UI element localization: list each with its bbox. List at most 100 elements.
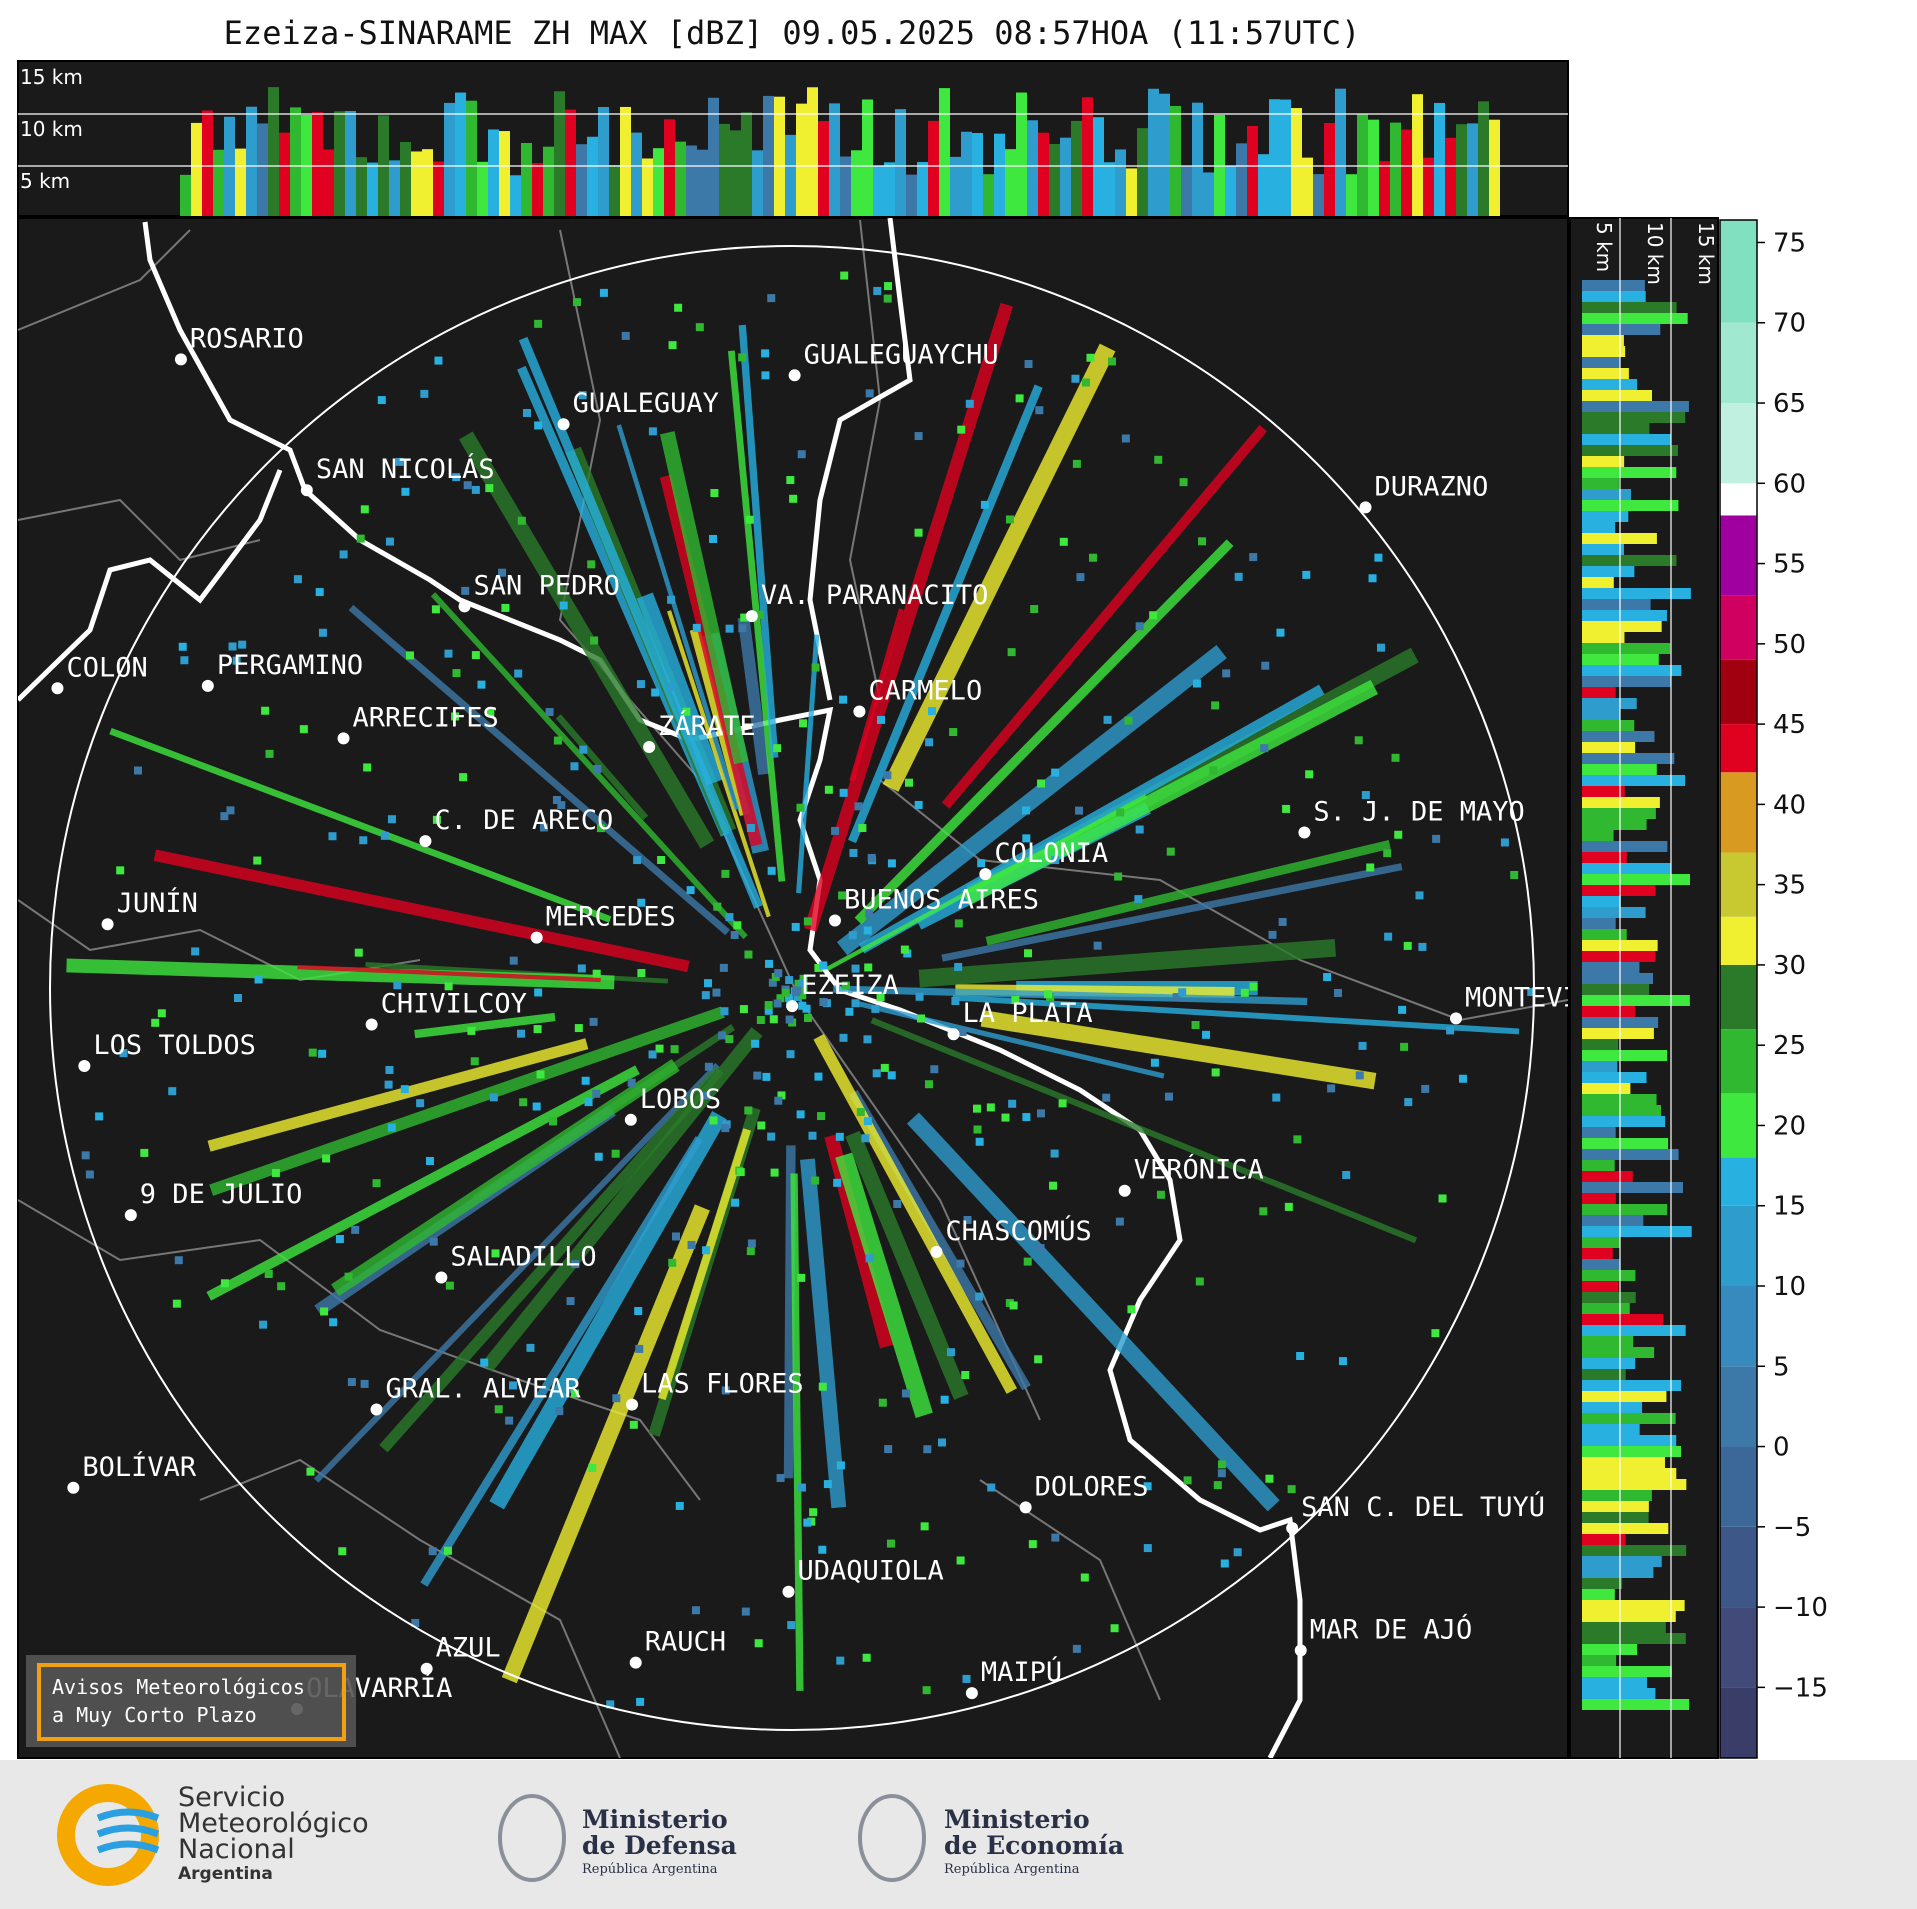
- section-column: [598, 107, 609, 216]
- echo-cell: [1278, 917, 1287, 926]
- section-column: [499, 131, 510, 216]
- echo-cell: [228, 642, 237, 651]
- echo-cell: [509, 1381, 518, 1390]
- notice-box[interactable]: [37, 1663, 346, 1741]
- section-row: [1582, 401, 1689, 412]
- echo-cell: [431, 605, 440, 614]
- section-column: [983, 174, 994, 216]
- echo-cell: [1035, 406, 1044, 415]
- section-column: [1005, 149, 1016, 216]
- echo-cell: [965, 399, 974, 408]
- section-row: [1582, 676, 1671, 687]
- city-dot: [365, 1018, 378, 1031]
- echo-ray: [836, 644, 1227, 956]
- echo-cell: [725, 624, 734, 633]
- colorbar-tick-label: 5: [1773, 1352, 1790, 1382]
- echo-cell: [863, 1117, 872, 1126]
- echo-cell: [671, 1232, 680, 1241]
- colorbar-band: [1720, 1205, 1757, 1287]
- city-dot: [420, 1662, 433, 1675]
- echo-cell: [764, 1001, 773, 1010]
- echo-cell: [785, 976, 794, 985]
- echo-cell: [740, 613, 749, 622]
- echo-cell: [470, 1057, 479, 1066]
- smn-logo: Servicio Meteorológico Nacional Argentin…: [57, 1782, 369, 1886]
- section-row: [1582, 1622, 1666, 1633]
- echo-cell: [973, 1125, 982, 1134]
- echo-cell: [721, 1124, 730, 1133]
- echo-cell: [578, 391, 587, 400]
- echo-cell: [798, 991, 807, 1000]
- city-dot: [419, 835, 432, 848]
- section-row: [1582, 1259, 1621, 1270]
- section-row: [1582, 1424, 1640, 1435]
- section-column: [840, 156, 851, 216]
- echo-cell: [1149, 611, 1158, 620]
- echo-cell: [710, 489, 719, 498]
- echo-cell: [95, 1112, 104, 1121]
- echo-ray: [826, 794, 1148, 971]
- section-column: [543, 146, 554, 216]
- echo-cell: [1209, 766, 1218, 775]
- range-ring: [49, 245, 1535, 1731]
- echo-cell: [975, 1292, 984, 1301]
- city-label: CHASCOMÚS: [945, 1215, 1091, 1247]
- city-dot: [947, 1028, 960, 1041]
- section-row: [1582, 962, 1640, 973]
- echo-cell: [1110, 1624, 1119, 1633]
- echo-cell: [709, 534, 718, 543]
- echo-cell: [1302, 570, 1311, 579]
- city-label: GRAL. ALVEAR: [386, 1374, 582, 1405]
- section-row: [1582, 1413, 1676, 1424]
- echo-cell: [552, 795, 561, 804]
- section-row: [1582, 1061, 1618, 1072]
- map: ROSARIO GUALEGUAYCHU GUALEGUAY SAN NICOLÁS D…: [18, 218, 1568, 1758]
- section-row: [1582, 1149, 1679, 1160]
- section-row: [1582, 1237, 1621, 1248]
- echo-cell: [1037, 779, 1046, 788]
- title: Ezeiza-SINARAME ZH MAX [dBZ] 09.05.2025 …: [224, 14, 1361, 52]
- echo-cell: [977, 859, 986, 868]
- echo-cell: [253, 856, 262, 865]
- echo-cell: [741, 1607, 750, 1616]
- colorbar-tick-label: 25: [1773, 1031, 1806, 1061]
- echo-cell: [883, 294, 892, 303]
- echo-cell: [814, 963, 823, 972]
- echo-cell: [338, 1547, 347, 1556]
- notice-text[interactable]: Avisos Meteorológicos: [52, 1675, 305, 1699]
- echo-cell: [1191, 1021, 1200, 1030]
- echo-cell: [1510, 870, 1519, 879]
- echo-cell: [884, 282, 893, 291]
- echo-cell: [774, 1096, 783, 1105]
- section-row: [1582, 357, 1621, 368]
- notice-bg[interactable]: [26, 1655, 356, 1747]
- echo-cell: [721, 869, 730, 878]
- echo-cell: [725, 913, 734, 922]
- echo-cell: [1391, 753, 1400, 762]
- section-row: [1582, 1578, 1623, 1589]
- echo-cell: [770, 1168, 779, 1177]
- echo-cell: [1172, 993, 1181, 1002]
- echo-cell: [1001, 1113, 1010, 1122]
- echo-cell: [764, 1006, 773, 1015]
- echo-cell: [1211, 1068, 1220, 1077]
- echo-cell: [517, 1029, 525, 1038]
- echo-cell: [862, 1653, 871, 1662]
- city-label: PERGAMINO: [217, 650, 363, 681]
- section-row: [1582, 1292, 1636, 1303]
- section-column: [1445, 137, 1456, 216]
- section-row: [1582, 1677, 1647, 1688]
- echo-cell: [831, 826, 840, 835]
- city-dot: [101, 918, 114, 931]
- city-dot: [782, 1585, 795, 1598]
- echo-cell: [509, 956, 518, 965]
- echo-cell: [522, 408, 531, 417]
- notice-text[interactable]: a Muy Corto Plazo: [52, 1703, 257, 1727]
- echo-cell: [226, 806, 235, 815]
- section-row: [1582, 500, 1679, 511]
- echo-cell: [730, 930, 739, 939]
- echo-cell: [1150, 1058, 1159, 1067]
- echo-cell: [747, 1239, 756, 1248]
- echo-cell: [387, 1123, 396, 1132]
- city-dot: [435, 1271, 448, 1284]
